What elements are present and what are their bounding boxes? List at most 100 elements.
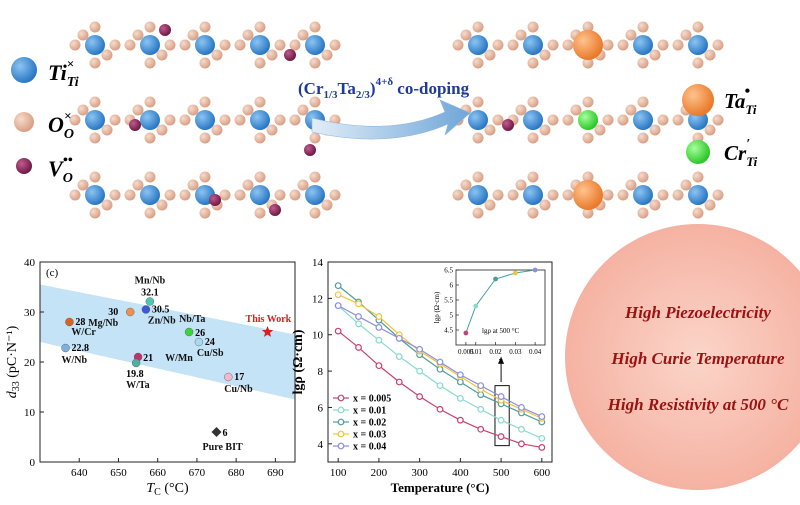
oxygen-atom <box>692 57 704 69</box>
oxygen-atom <box>515 29 527 41</box>
oxygen-atom <box>547 114 559 126</box>
oxygen-atom <box>69 114 81 126</box>
oxygen-atom <box>460 29 472 41</box>
series-marker <box>477 382 485 390</box>
series-marker <box>456 394 464 402</box>
oxygen-atom <box>132 29 144 41</box>
oxygen-atom <box>199 132 211 144</box>
oxygen-atom <box>582 132 594 144</box>
oxygen-atom <box>672 189 684 201</box>
oxygen-atom <box>484 199 496 211</box>
oxygen-atom <box>274 114 286 126</box>
oxygen-atom <box>101 199 113 211</box>
inset-x-label: x <box>498 356 503 365</box>
point-name-label: Nb/Ta <box>179 314 205 325</box>
point-value-label: 17 <box>234 372 244 383</box>
inset-marker <box>493 276 498 282</box>
data-point <box>61 343 70 353</box>
inset-marker <box>512 270 518 276</box>
cation-atom <box>85 110 105 130</box>
oxygen-atom <box>527 207 539 219</box>
legend-marker <box>337 394 345 402</box>
oxygen-atom <box>547 39 559 51</box>
cation-atom <box>633 35 653 55</box>
oxygen-atom <box>89 132 101 144</box>
point-value-label: 30 <box>108 307 118 318</box>
oxygen-atom <box>289 189 301 201</box>
legend-ta-label: TaTi• <box>724 83 757 117</box>
cation-atom <box>688 35 708 55</box>
oxygen-atom <box>164 39 176 51</box>
series-marker <box>436 382 444 390</box>
oxygen-atom <box>625 29 637 41</box>
cation-atom <box>195 35 215 55</box>
oxygen-atom <box>680 29 692 41</box>
oxygen-atom <box>704 199 716 211</box>
inset-y-label: lgρ (Ω·cm) <box>433 291 441 323</box>
vacancy-atom <box>502 119 514 131</box>
inset-x-tick-label: 0.005 <box>458 348 474 356</box>
oxygen-atom <box>199 21 211 33</box>
oxygen-atom <box>254 21 266 33</box>
oxygen-atom <box>274 189 286 201</box>
oxygen-atom <box>254 132 266 144</box>
point-value-label: 32.1 <box>141 288 159 299</box>
inset-frame <box>455 269 546 346</box>
x-tick-label: 500 <box>493 467 510 479</box>
series-marker <box>497 393 505 400</box>
y-axis-label-unit: (pC·N⁻¹) <box>5 325 20 381</box>
oxygen-atom <box>254 207 266 219</box>
inset-x-tick-label: 0.04 <box>529 348 542 356</box>
y-tick-label: 12 <box>312 293 323 305</box>
oxygen-atom <box>289 39 301 51</box>
series-marker <box>538 413 546 420</box>
features-background <box>565 224 800 490</box>
oxygen-atom <box>274 39 286 51</box>
x-tick-label: 300 <box>411 467 428 479</box>
oxygen-atom <box>602 39 614 51</box>
oxygen-atom <box>254 96 266 108</box>
series-marker <box>497 416 505 424</box>
y-tick-label: 14 <box>312 257 324 269</box>
point-value-label: 6 <box>223 428 228 439</box>
legend-ti-label: TiTi× <box>48 56 79 90</box>
y-tick-label: 10 <box>24 407 36 419</box>
oxygen-atom <box>472 207 484 219</box>
cation-atom <box>250 110 270 130</box>
data-point-pure-bit <box>211 427 222 437</box>
point-name-label: Cu/Nb <box>224 384 253 395</box>
oxygen-atom <box>164 189 176 201</box>
series-marker <box>416 393 424 400</box>
series-marker <box>355 320 362 328</box>
feature-curie-temperature: High Curie Temperature <box>610 349 785 368</box>
x-axis-label: Temperature (°C) <box>391 480 490 495</box>
oxygen-atom <box>602 189 614 201</box>
oxygen-atom <box>124 189 136 201</box>
point-value-label: 30.5 <box>152 305 170 316</box>
inset-marker <box>473 303 479 309</box>
data-point <box>224 372 233 382</box>
legend-ta-sphere <box>682 84 714 116</box>
oxygen-atom <box>527 96 539 108</box>
oxygen-atom <box>69 189 81 201</box>
oxygen-atom <box>472 57 484 69</box>
oxygen-atom <box>582 96 594 108</box>
crystal-structure-undoped <box>69 21 341 219</box>
oxygen-atom <box>321 49 333 61</box>
point-name-label: W/Nb <box>62 355 88 366</box>
oxygen-atom <box>297 104 309 116</box>
oxygen-atom <box>484 124 496 136</box>
inset-x-tick-label: 0.01 <box>470 348 483 356</box>
legend-cr-label: CrTi′ <box>724 137 758 169</box>
point-value-label: 24 <box>205 337 215 348</box>
x-tick-label: 680 <box>228 467 245 479</box>
cation-atom <box>523 185 543 205</box>
vacancy-atom <box>159 24 171 36</box>
oxygen-atom <box>254 57 266 69</box>
oxygen-atom <box>187 104 199 116</box>
oxygen-atom <box>219 39 231 51</box>
series-marker <box>355 300 362 308</box>
feature-piezoelectricity: High Piezoelectricity <box>624 303 771 322</box>
oxygen-atom <box>69 39 81 51</box>
oxygen-atom <box>77 179 89 191</box>
